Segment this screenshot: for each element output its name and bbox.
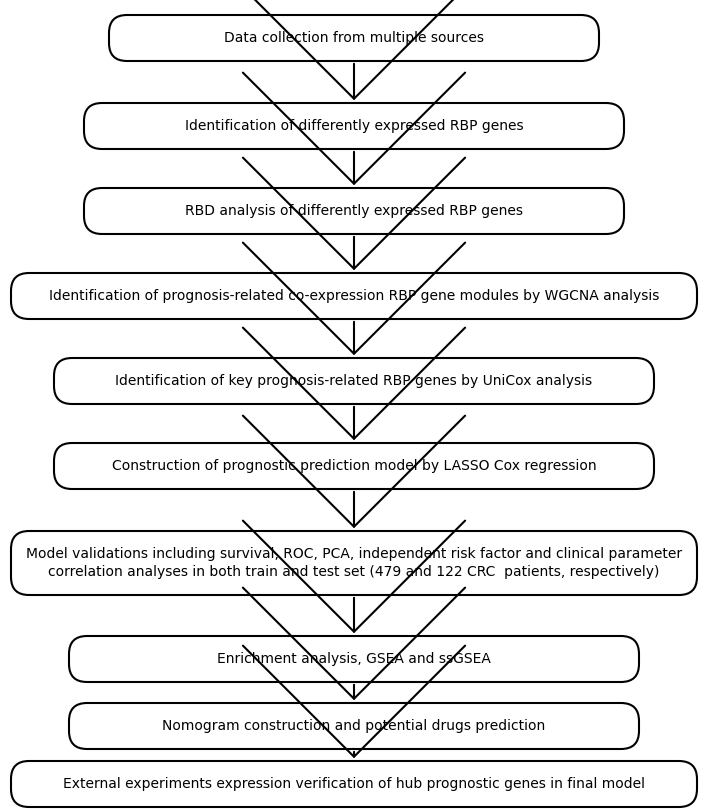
Text: Identification of differently expressed RBP genes: Identification of differently expressed … xyxy=(185,119,523,133)
FancyBboxPatch shape xyxy=(84,103,624,149)
Text: Data collection from multiple sources: Data collection from multiple sources xyxy=(224,31,484,45)
Text: Identification of prognosis-related co-expression RBP gene modules by WGCNA anal: Identification of prognosis-related co-e… xyxy=(49,289,659,303)
FancyBboxPatch shape xyxy=(69,703,639,749)
Text: Enrichment analysis, GSEA and ssGSEA: Enrichment analysis, GSEA and ssGSEA xyxy=(217,652,491,666)
Text: Identification of key prognosis-related RBP genes by UniCox analysis: Identification of key prognosis-related … xyxy=(115,374,593,388)
Text: External experiments expression verification of hub prognostic genes in final mo: External experiments expression verifica… xyxy=(63,777,645,791)
Text: Nomogram construction and potential drugs prediction: Nomogram construction and potential drug… xyxy=(162,719,546,733)
FancyBboxPatch shape xyxy=(11,273,697,319)
FancyBboxPatch shape xyxy=(11,531,697,595)
Text: RBD analysis of differently expressed RBP genes: RBD analysis of differently expressed RB… xyxy=(185,204,523,218)
FancyBboxPatch shape xyxy=(54,443,654,489)
FancyBboxPatch shape xyxy=(54,358,654,404)
Text: Model validations including survival, ROC, PCA, independent risk factor and clin: Model validations including survival, RO… xyxy=(26,547,682,579)
FancyBboxPatch shape xyxy=(11,761,697,807)
Text: Construction of prognostic prediction model by LASSO Cox regression: Construction of prognostic prediction mo… xyxy=(112,459,596,473)
FancyBboxPatch shape xyxy=(69,636,639,682)
FancyBboxPatch shape xyxy=(109,15,599,61)
FancyBboxPatch shape xyxy=(84,188,624,234)
